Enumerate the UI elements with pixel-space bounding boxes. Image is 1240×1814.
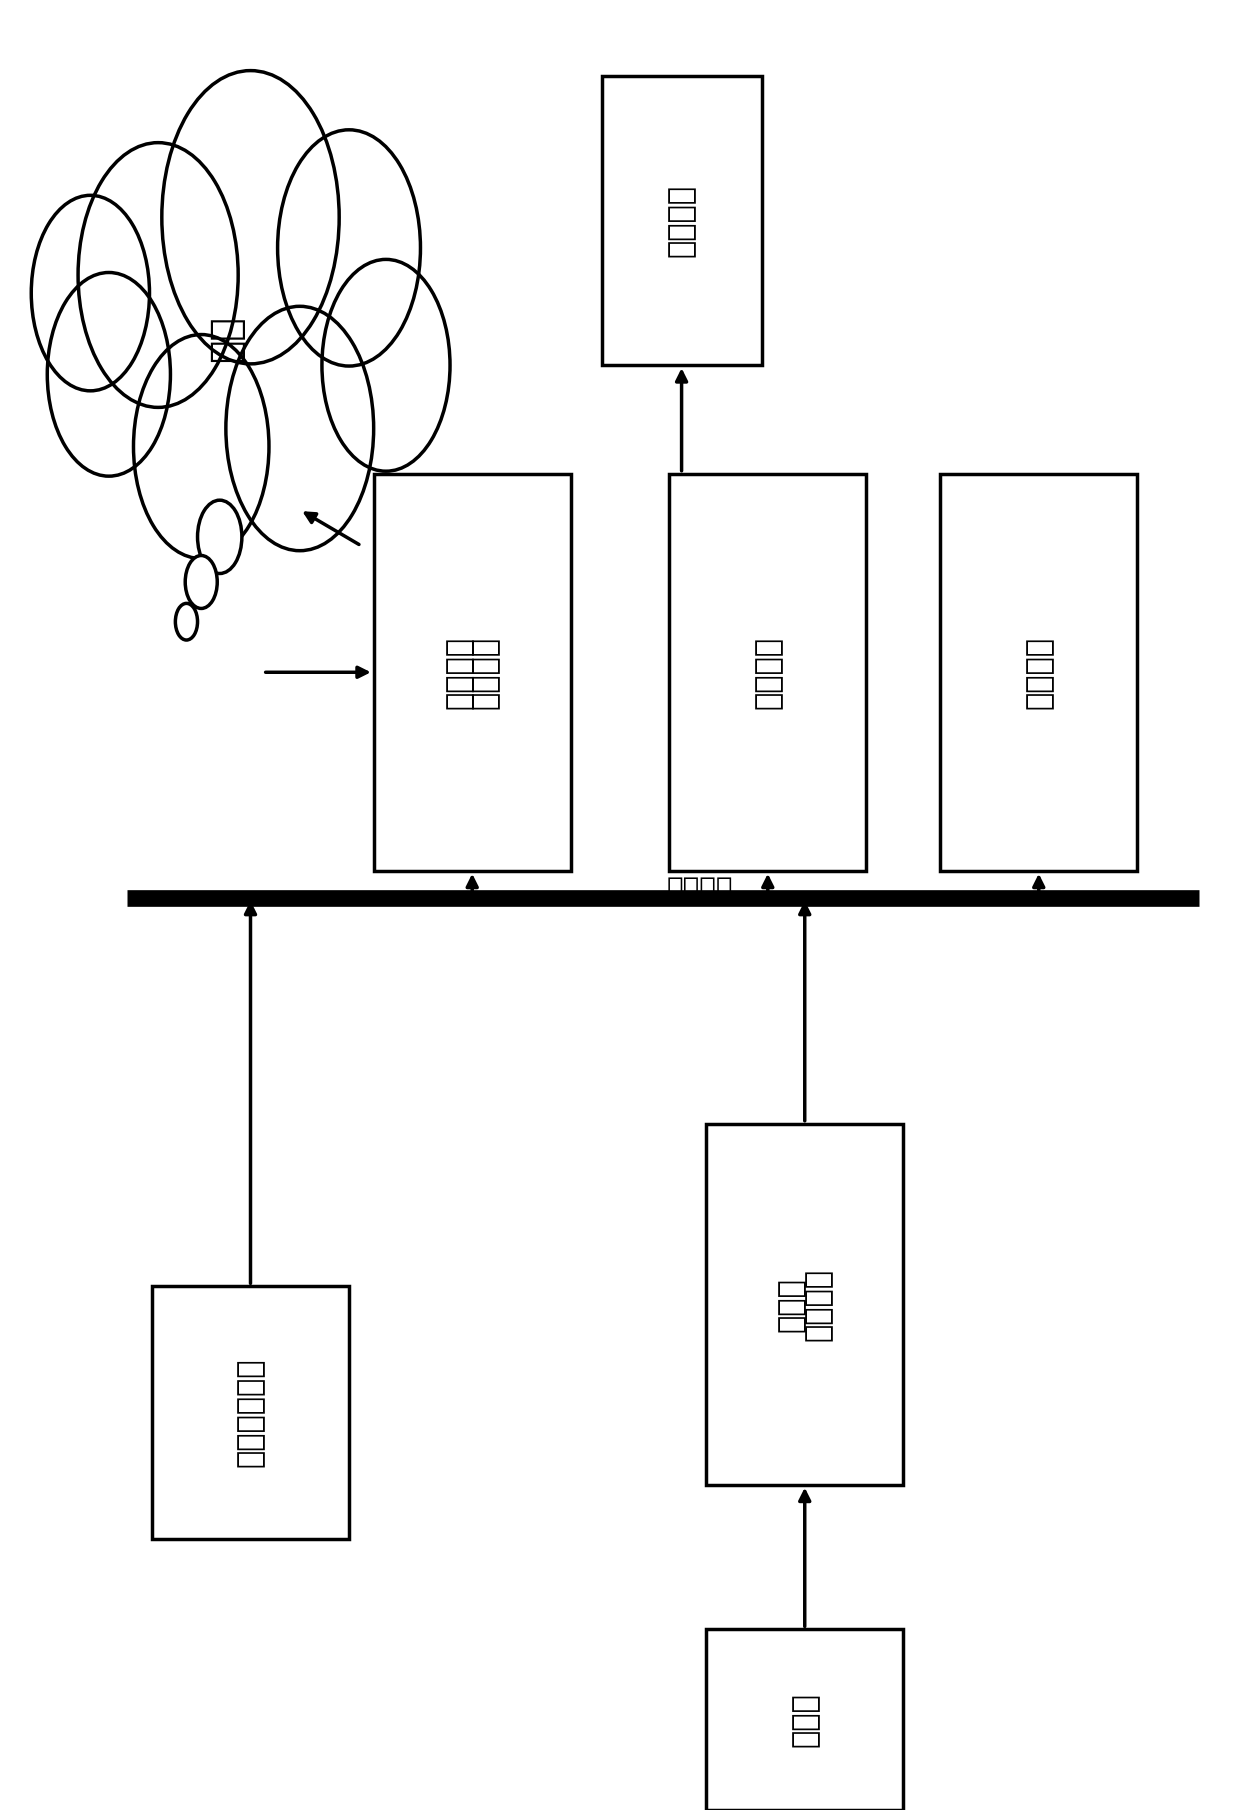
- Ellipse shape: [175, 604, 197, 640]
- Bar: [373, 473, 570, 871]
- Bar: [153, 1286, 348, 1538]
- Bar: [707, 1629, 903, 1810]
- Ellipse shape: [197, 501, 242, 573]
- Bar: [707, 1123, 903, 1486]
- Ellipse shape: [226, 307, 373, 551]
- Text: 光伏并
网逆变器: 光伏并 网逆变器: [777, 1268, 832, 1341]
- Text: 储能装置: 储能装置: [667, 185, 696, 258]
- Ellipse shape: [161, 71, 340, 365]
- Ellipse shape: [47, 272, 170, 475]
- Text: 云端: 云端: [207, 316, 244, 361]
- Ellipse shape: [185, 555, 217, 608]
- Ellipse shape: [134, 334, 269, 559]
- Bar: [670, 473, 867, 871]
- Ellipse shape: [78, 143, 238, 408]
- Ellipse shape: [31, 196, 150, 390]
- Bar: [601, 76, 761, 365]
- Text: 家庭电网: 家庭电网: [667, 874, 733, 903]
- Text: 公共电网输入: 公共电网输入: [236, 1359, 265, 1468]
- Text: 用电设备: 用电设备: [1024, 635, 1053, 709]
- Text: 太阳能: 太阳能: [790, 1692, 820, 1747]
- Bar: [940, 473, 1137, 871]
- Text: 用电设备: 用电设备: [753, 635, 782, 709]
- Ellipse shape: [278, 131, 420, 366]
- Text: 防逆流储
能控制器: 防逆流储 能控制器: [444, 635, 500, 709]
- Ellipse shape: [322, 259, 450, 472]
